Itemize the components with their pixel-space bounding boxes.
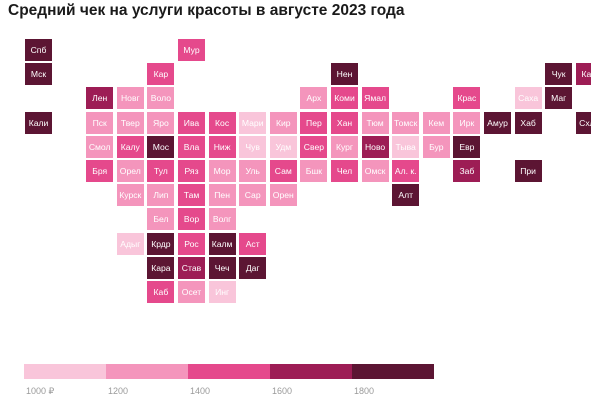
region-tile: Калм (208, 232, 236, 255)
region-tile: Мур (178, 39, 205, 61)
region-tile: Пск (86, 111, 114, 134)
region-tile: Амур (484, 111, 511, 134)
region-tile: Кос (208, 111, 236, 134)
region-tile: Удм (269, 135, 297, 158)
region-tile: Воло (147, 87, 175, 110)
region-tile: Маг (545, 87, 573, 110)
region-tile: При (514, 160, 542, 182)
region-tile: Кир (269, 111, 297, 134)
region-tile: Ниж (208, 135, 236, 158)
region-tile: Орен (269, 184, 297, 207)
region-tile: Алт (392, 184, 420, 207)
legend-swatch (188, 364, 270, 379)
region-tile: Нен (331, 63, 358, 86)
region-tile: Мос (147, 135, 175, 158)
legend-tick-label: 1600 (272, 386, 293, 396)
region-tile: Чел (331, 160, 358, 182)
region-tile: Ново (361, 135, 389, 158)
region-tile: Тул (147, 160, 175, 182)
region-tile: Ал. к. (392, 160, 420, 182)
legend-tick-labels: 1000 ₽ 1200 1400 1600 1800 (0, 386, 591, 400)
region-tile: Смол (86, 135, 114, 158)
region-tile: Волг (208, 208, 236, 231)
region-tile: Рос (178, 232, 205, 255)
region-tile: Бел (147, 208, 175, 231)
region-tile: Уль (239, 160, 267, 182)
region-tile: Кар (147, 63, 175, 86)
region-tile: Вла (178, 135, 205, 158)
region-tile: Твер (116, 111, 144, 134)
region-tile: Кург (331, 135, 358, 158)
region-tile: Мск (25, 63, 52, 86)
region-tile: Омск (361, 160, 389, 182)
region-tile: Заб (453, 160, 481, 182)
region-tile: Пен (208, 184, 236, 207)
region-tile: Бур (422, 135, 450, 158)
region-tile: Новг (116, 87, 144, 110)
region-tile: Лен (86, 87, 114, 110)
legend-tick-label: 1000 ₽ (26, 386, 55, 396)
region-tile: Тюм (361, 111, 389, 134)
region-tile: Томск (392, 111, 420, 134)
region-tile: Адыг (116, 232, 144, 255)
region-tile: Каб (147, 281, 175, 303)
color-scale-legend (24, 364, 434, 379)
region-tile: Пер (300, 111, 328, 134)
region-tile: Курск (116, 184, 144, 207)
region-tile: Евр (453, 135, 481, 158)
legend-tick-label: 1400 (190, 386, 211, 396)
region-tile: Бшк (300, 160, 328, 182)
region-tile: Схлн (575, 111, 591, 134)
region-tile: Саха (514, 87, 542, 110)
region-tile: Тыва (392, 135, 420, 158)
region-tile: Крас (453, 87, 481, 110)
legend-tick-label: 1800 (354, 386, 375, 396)
region-tile: Ива (178, 111, 205, 134)
region-tile: Там (178, 184, 205, 207)
region-tile: Сам (269, 160, 297, 182)
region-tile: Аст (239, 232, 267, 255)
legend-swatch (106, 364, 188, 379)
region-tile: Чеч (208, 256, 236, 279)
region-tile: Орел (116, 160, 144, 182)
map-title: Средний чек на услуги красоты в августе … (8, 2, 405, 19)
legend-swatch (24, 364, 106, 379)
region-tile: Чув (239, 135, 267, 158)
region-tile: Хаб (514, 111, 542, 134)
region-tile: Арх (300, 87, 328, 110)
region-tile: Даг (239, 256, 267, 279)
region-tile: Кали (25, 111, 52, 134)
region-tile: Спб (25, 39, 52, 61)
region-tile: Кем (422, 111, 450, 134)
legend-swatch (352, 364, 434, 379)
region-tile: Бря (86, 160, 114, 182)
region-tile: Свер (300, 135, 328, 158)
region-tile: Мор (208, 160, 236, 182)
region-tile: Калу (116, 135, 144, 158)
region-tile: Осет (178, 281, 205, 303)
region-tile: Ирк (453, 111, 481, 134)
region-tile: Вор (178, 208, 205, 231)
region-tile: Мари (239, 111, 267, 134)
region-tile: Хан (331, 111, 358, 134)
region-tile: Ряз (178, 160, 205, 182)
region-tile: Крдр (147, 232, 175, 255)
region-tile: Сар (239, 184, 267, 207)
region-tile: Кара (147, 256, 175, 279)
region-tile: Чук (545, 63, 573, 86)
legend-tick-label: 1200 (108, 386, 129, 396)
region-tile: Став (178, 256, 205, 279)
region-tile: Яро (147, 111, 175, 134)
region-tile: Инг (208, 281, 236, 303)
region-tile: Лип (147, 184, 175, 207)
region-tile: Ямал (361, 87, 389, 110)
region-tile: Коми (331, 87, 358, 110)
region-tile: Кам (575, 63, 591, 86)
legend-swatch (270, 364, 352, 379)
